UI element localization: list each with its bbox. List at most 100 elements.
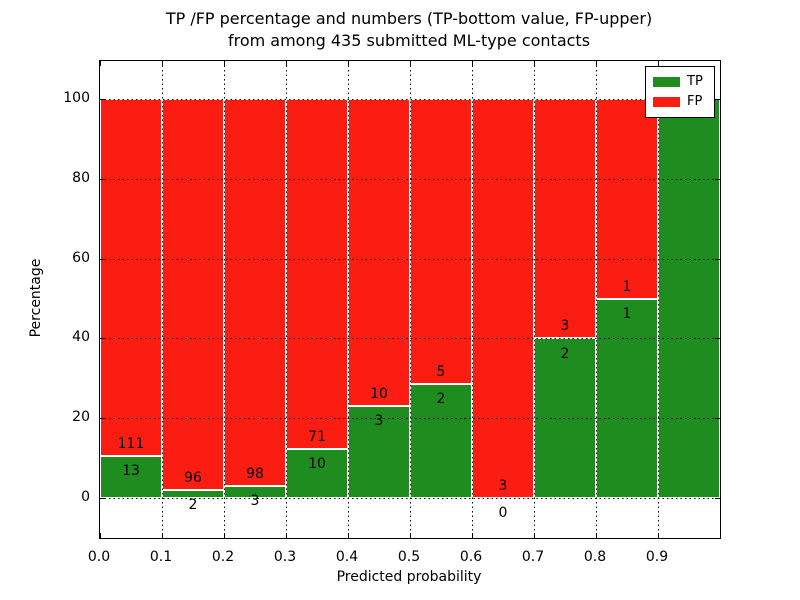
x-gridline (224, 61, 225, 538)
legend: TP FP (645, 66, 715, 118)
bar-tp-count-label: 2 (188, 497, 198, 514)
bar-fp-count-label: 10 (370, 385, 388, 402)
legend-entry-label: TP (687, 74, 703, 89)
x-tick-mark (162, 61, 163, 66)
x-gridline (348, 61, 349, 538)
y-gridline (100, 178, 720, 180)
x-tick-label: 0.8 (583, 549, 607, 565)
bar-fp-count-label: 3 (498, 478, 508, 495)
x-tick-mark (720, 533, 721, 538)
x-tick-mark (100, 533, 101, 538)
bar-fp-segment (286, 99, 348, 449)
x-tick-mark (534, 533, 535, 538)
x-gridline (286, 61, 287, 538)
x-gridline (534, 61, 535, 538)
bar-tp-count-label: 13 (122, 463, 140, 480)
bar-fp-count-label: 5 (436, 363, 446, 380)
bar-fp-segment (410, 99, 472, 384)
x-tick-mark (286, 61, 287, 66)
bar-fp-segment (100, 99, 162, 457)
y-tick-mark (715, 418, 720, 420)
bar-tp-count-label: 0 (498, 505, 508, 522)
x-tick-label: 0.7 (521, 549, 545, 565)
x-tick-mark (596, 61, 597, 66)
y-tick-label: 80 (72, 169, 90, 186)
bar-fp-count-label: 96 (184, 470, 202, 487)
x-tick-label: 0.6 (459, 549, 483, 565)
y-tick-mark (715, 178, 720, 180)
y-tick-label: 60 (72, 249, 90, 266)
y-gridline (100, 99, 720, 100)
x-axis-label: Predicted probability (336, 569, 482, 585)
bar-fp-segment (224, 99, 286, 487)
y-gridline (100, 418, 720, 420)
x-tick-label: 0.0 (87, 549, 111, 565)
x-tick-mark (224, 533, 225, 538)
x-tick-label: 0.4 (335, 549, 359, 565)
x-tick-mark (100, 61, 101, 66)
y-tick-mark (715, 99, 720, 100)
y-tick-mark (715, 338, 720, 340)
x-tick-mark (534, 61, 535, 66)
bar-fp-count-label: 3 (560, 318, 570, 335)
legend-swatch-fp (653, 97, 680, 107)
x-gridline (162, 61, 163, 538)
bar-tp-count-label: 2 (560, 345, 570, 362)
x-tick-label: 0.9 (645, 549, 669, 565)
bar-fp-segment (596, 99, 658, 299)
x-tick-label: 0.3 (273, 549, 297, 565)
x-tick-mark (348, 533, 349, 538)
bar-fp-segment (162, 99, 224, 491)
x-gridline (410, 61, 411, 538)
bar-tp-segment (286, 448, 348, 498)
y-tick-mark (100, 418, 105, 420)
x-gridline (658, 61, 659, 538)
bar-fp-count-label: 71 (308, 428, 326, 445)
bar-tp-segment (658, 99, 720, 498)
bar-tp-count-label: 1 (622, 305, 632, 322)
y-tick-mark (100, 258, 105, 260)
y-tick-label: 40 (72, 329, 90, 346)
bar-fp-segment (348, 99, 410, 406)
bar-tp-count-label: 10 (308, 456, 326, 473)
legend-entry-label: FP (687, 94, 703, 109)
y-gridline (100, 338, 720, 340)
y-tick-mark (100, 99, 105, 100)
y-tick-label: 0 (81, 489, 90, 505)
x-tick-mark (348, 61, 349, 66)
y-tick-label: 100 (63, 90, 90, 106)
bar-tp-segment (596, 298, 658, 498)
x-tick-mark (472, 61, 473, 66)
bar-tp-count-label: 2 (436, 391, 446, 408)
x-tick-mark (286, 533, 287, 538)
x-tick-mark (658, 533, 659, 538)
y-tick-mark (715, 498, 720, 499)
y-tick-mark (100, 178, 105, 180)
x-gridline (596, 61, 597, 538)
legend-entry: TP (646, 75, 714, 89)
bar-fp-count-label: 1 (622, 278, 632, 295)
x-tick-label: 0.1 (149, 549, 173, 565)
bar-fp-count-label: 111 (117, 436, 145, 453)
x-tick-label: 0.2 (211, 549, 235, 565)
x-tick-mark (472, 533, 473, 538)
bar-fp-count-label: 98 (246, 466, 264, 483)
x-tick-label: 0.5 (397, 549, 421, 565)
bar-tp-segment (100, 456, 162, 498)
bar-tp-count-label: 3 (250, 493, 260, 510)
x-tick-mark (658, 61, 659, 66)
bar-tp-segment (348, 405, 410, 498)
bar-tp-count-label: 3 (374, 412, 384, 429)
legend-entry: FP (646, 95, 714, 109)
y-tick-mark (715, 258, 720, 260)
bar-fp-segment (472, 99, 534, 498)
y-axis-label: Percentage (28, 258, 44, 338)
y-gridline (100, 498, 720, 499)
x-tick-mark (224, 61, 225, 66)
chart-title-line2: from among 435 submitted ML-type contact… (227, 31, 591, 50)
chart-title-line1: TP /FP percentage and numbers (TP-bottom… (165, 9, 653, 28)
x-tick-mark (162, 533, 163, 538)
x-tick-mark (720, 61, 721, 66)
